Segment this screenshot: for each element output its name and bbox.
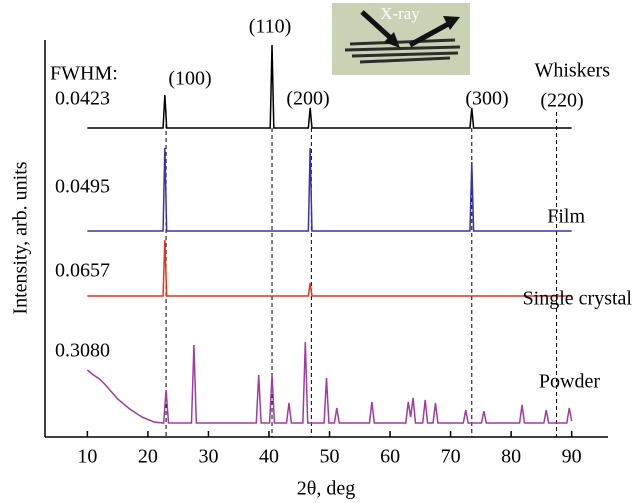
- x-tick-label: 80: [501, 446, 521, 468]
- fwhm-title: FWHM:: [50, 63, 118, 85]
- reflection-label: (220): [540, 90, 583, 112]
- fwhm-value: 0.0657: [55, 260, 110, 282]
- series-line: [87, 239, 572, 297]
- y-axis-title: Intensity, arb. units: [10, 161, 32, 314]
- series-line: [87, 147, 572, 232]
- x-tick-label: 30: [198, 446, 218, 468]
- inset-photo: X-ray: [332, 3, 470, 75]
- series-label: Single crystal: [523, 288, 633, 310]
- fwhm-value: 0.0423: [55, 88, 110, 110]
- series-line: [86, 341, 573, 424]
- x-tick-label: 20: [138, 446, 158, 468]
- series-label: Film: [547, 206, 585, 228]
- reflection-label: (200): [286, 88, 329, 110]
- whisker-sticks: [344, 38, 461, 64]
- x-tick-label: 50: [320, 446, 340, 468]
- fwhm-value: 0.0495: [55, 176, 110, 198]
- x-tick-label: 70: [441, 446, 461, 468]
- reflection-label: (300): [465, 88, 508, 110]
- series-label: Whiskers: [534, 60, 610, 82]
- fwhm-value: 0.3080: [55, 340, 110, 362]
- x-axis-title: 2θ, deg: [297, 478, 355, 500]
- series-line: [87, 44, 572, 129]
- x-tick-label: 40: [259, 446, 279, 468]
- xray-arrows: [360, 10, 460, 48]
- reflection-label: (100): [168, 68, 211, 90]
- x-tick-label: 60: [380, 446, 400, 468]
- x-tick-label: 10: [77, 446, 97, 468]
- series-label: Powder: [539, 371, 600, 393]
- inset-label: X-ray: [380, 4, 420, 23]
- x-tick-label: 90: [562, 446, 582, 468]
- reflection-label: (110): [249, 16, 292, 38]
